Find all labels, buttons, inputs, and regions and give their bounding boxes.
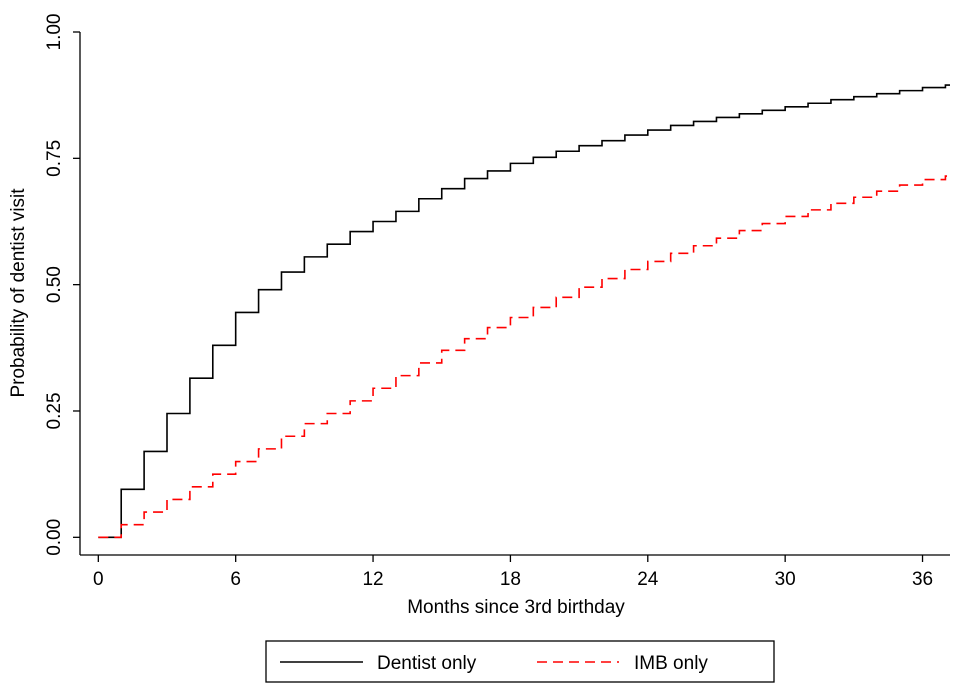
x-tick-label: 0: [93, 569, 104, 590]
y-tick-label: 0.25: [44, 392, 65, 429]
y-tick-label: 1.00: [44, 14, 65, 51]
x-tick-label: 6: [230, 569, 241, 590]
legend-label-imb-only: IMB only: [634, 653, 708, 674]
y-axis-ticks: 0.00 0.25 0.50 0.75 1.00: [44, 14, 80, 556]
x-tick-label: 36: [912, 569, 933, 590]
y-tick-label: 0.50: [44, 266, 65, 303]
x-axis-title: Months since 3rd birthday: [407, 597, 625, 618]
plot-area: [98, 84, 950, 539]
y-tick-label: 0.00: [44, 519, 65, 556]
legend-label-dentist-only: Dentist only: [377, 653, 477, 674]
x-tick-label: 18: [500, 569, 521, 590]
y-tick-label: 0.75: [44, 140, 65, 177]
series-line-imb-only: [98, 175, 950, 539]
y-axis-title: Probability of dentist visit: [8, 188, 29, 398]
x-tick-label: 30: [775, 569, 796, 590]
x-tick-label: 24: [637, 569, 659, 590]
x-axis-ticks: 0 6 12 18 24 30 36: [93, 555, 933, 590]
x-tick-label: 12: [362, 569, 383, 590]
series-line-dentist-only: [98, 84, 950, 539]
legend: Dentist only IMB only: [265, 640, 775, 683]
